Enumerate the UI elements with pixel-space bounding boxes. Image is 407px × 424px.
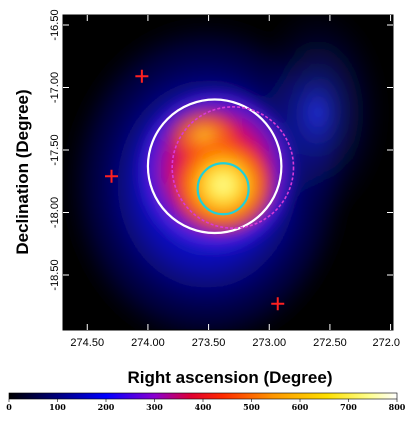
- x-tick-label: 272.50: [313, 337, 347, 349]
- circle-magenta: [171, 106, 295, 229]
- y-tick-label: -18.50: [49, 259, 61, 290]
- colorbar-tick-label: 800: [389, 402, 406, 412]
- colorbar-tick-label: 0: [6, 402, 12, 412]
- plot-frame: [62, 14, 394, 331]
- y-axis: -16.50 -17.00 -17.50 -18.00 -18.50: [49, 9, 393, 291]
- source-marker-2: [105, 169, 119, 183]
- colorbar: [8, 392, 398, 400]
- colorbar-tick-label: 200: [98, 402, 115, 412]
- colorbar-tick-label: 600: [292, 402, 309, 412]
- colorbar-ticks: 0 100 200 300 400 500 600 700 800: [6, 399, 406, 412]
- source-marker-3: [271, 297, 285, 311]
- colorbar-tick-label: 400: [195, 402, 212, 412]
- y-tick-label: -16.50: [49, 9, 61, 40]
- y-tick-label: -17.00: [49, 72, 61, 103]
- x-tick-label: 272.0: [372, 337, 400, 349]
- x-axis-title: Right ascension (Degree): [128, 368, 333, 387]
- overlay-layer: [105, 69, 295, 311]
- x-tick-label: 273.50: [192, 337, 226, 349]
- circle-white: [146, 98, 283, 235]
- x-axis: 274.50 274.00 273.50 273.00 272.50 272.0: [70, 15, 400, 349]
- y-axis-title: Declination (Degree): [13, 89, 32, 254]
- x-tick-label: 273.00: [252, 337, 286, 349]
- x-tick-label: 274.00: [131, 337, 165, 349]
- emission-core: [171, 135, 276, 235]
- y-tick-label: -18.00: [49, 197, 61, 228]
- colorbar-tick-label: 700: [340, 402, 357, 412]
- colorbar-tick-label: 100: [49, 402, 66, 412]
- x-tick-label: 274.50: [70, 337, 104, 349]
- source-marker-1: [135, 69, 149, 83]
- heatmap-image: [63, 15, 393, 330]
- colorbar-tick-label: 300: [146, 402, 163, 412]
- circle-cyan: [196, 162, 250, 216]
- y-tick-label: -17.50: [49, 134, 61, 165]
- colorbar-tick-label: 500: [243, 402, 260, 412]
